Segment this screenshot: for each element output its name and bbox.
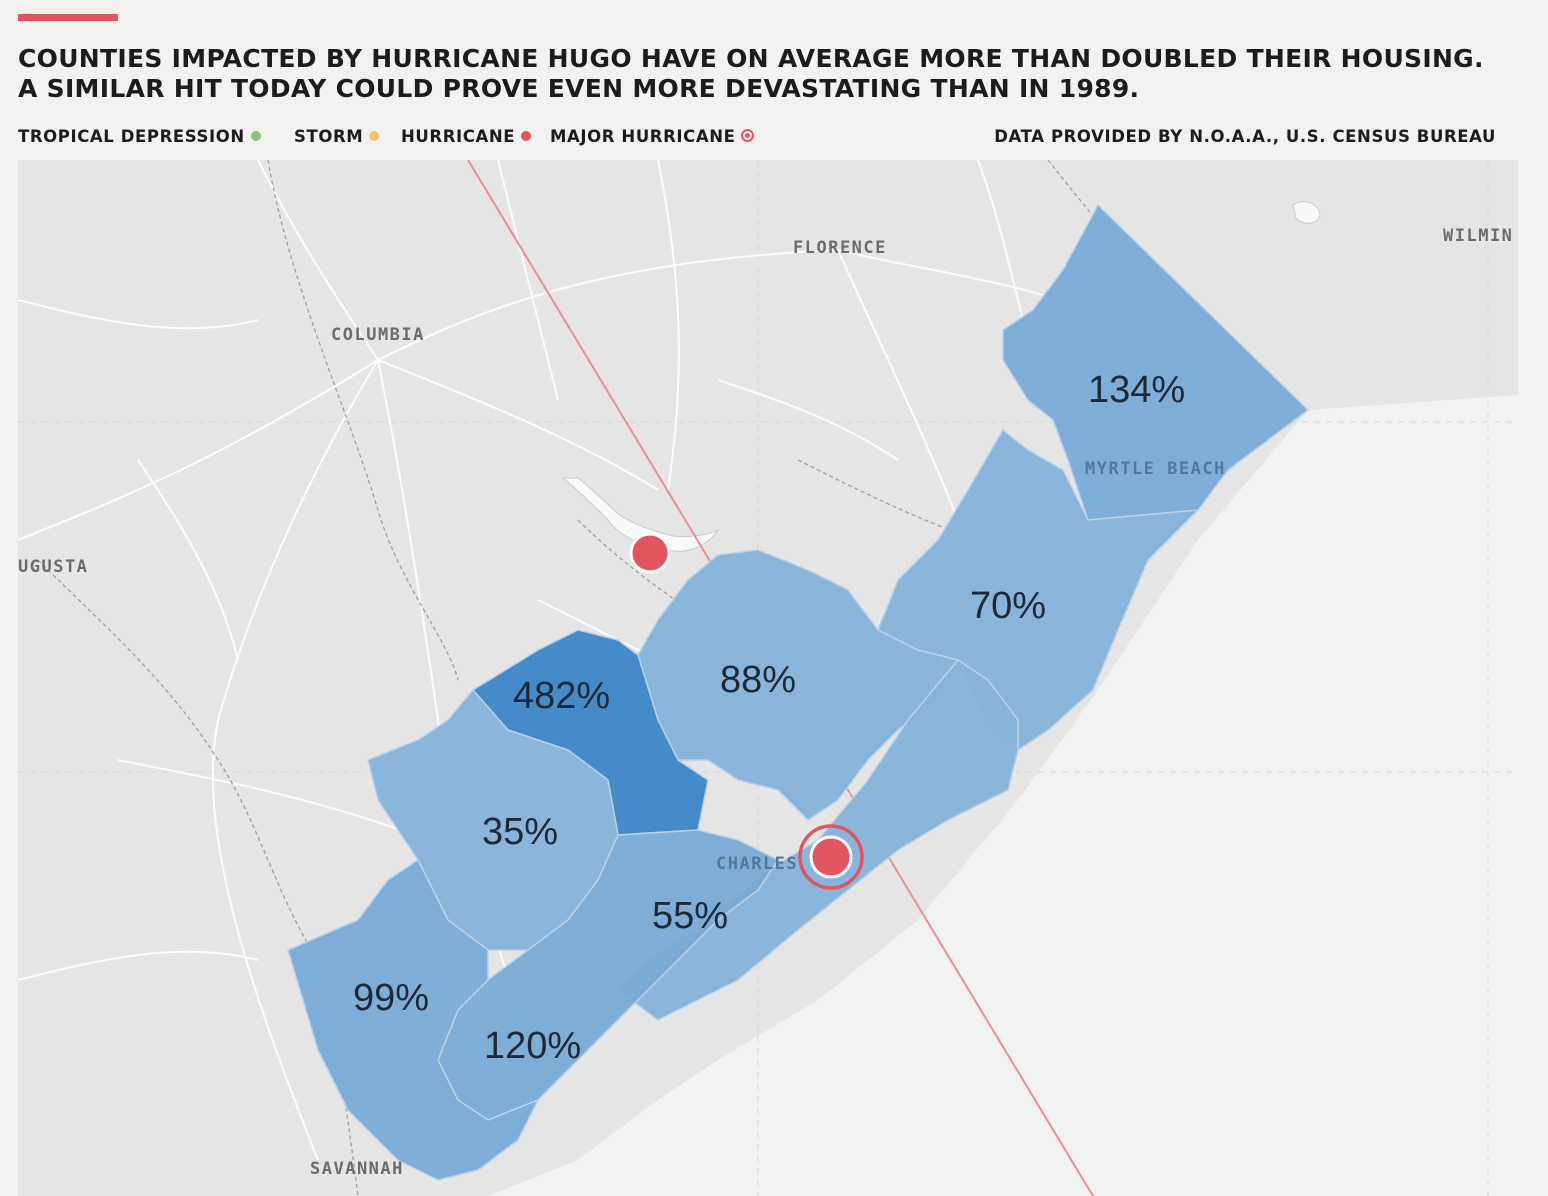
map-canvas[interactable]: FLORENCE WILMIN COLUMBIA MYRTLE BEACH UG… xyxy=(18,160,1518,1196)
legend-item-tropical-depression: TROPICAL DEPRESSION xyxy=(18,127,261,146)
headline-line-2: A SIMILAR HIT TODAY COULD PROVE EVEN MOR… xyxy=(18,74,1140,103)
county-jasper[interactable] xyxy=(287,858,540,1181)
legend-label-hurricane: HURRICANE xyxy=(401,127,516,146)
headline: COUNTIES IMPACTED BY HURRICANE HUGO HAVE… xyxy=(18,44,1528,104)
headline-line-1: COUNTIES IMPACTED BY HURRICANE HUGO HAVE… xyxy=(18,44,1484,73)
city-label-wilmin: WILMIN xyxy=(1443,226,1513,246)
legend-item-storm: STORM xyxy=(294,127,380,146)
storm-point-major-hurricane[interactable] xyxy=(809,835,853,879)
city-label-savannah: SAVANNAH xyxy=(310,1159,404,1179)
city-labels: FLORENCE WILMIN COLUMBIA MYRTLE BEACH UG… xyxy=(18,226,1513,1179)
ocean xyxy=(488,395,1518,1196)
storm-markers xyxy=(629,532,864,890)
county-value-jasper: 99% xyxy=(353,977,429,1019)
storm-point-hurricane[interactable] xyxy=(629,532,671,574)
city-label-charles: CHARLES xyxy=(716,854,798,874)
county-value-beaufort: 120% xyxy=(484,1025,581,1067)
legend-item-hurricane: HURRICANE xyxy=(401,127,532,146)
city-label-ugusta: UGUSTA xyxy=(18,557,88,577)
city-label-myrtle-beach: MYRTLE BEACH xyxy=(1085,459,1226,479)
storm-point-major-hurricane-ring xyxy=(798,824,864,890)
legend-label-tropical-depression: TROPICAL DEPRESSION xyxy=(18,127,245,146)
legend-label-storm: STORM xyxy=(294,127,364,146)
legend-dot-hurricane xyxy=(521,131,532,141)
city-label-columbia: COLUMBIA xyxy=(331,325,425,345)
county-horry[interactable] xyxy=(1002,203,1310,521)
legend-ring-major-hurricane xyxy=(740,129,754,142)
county-georgetown[interactable] xyxy=(877,428,1200,751)
legend: TROPICAL DEPRESSION STORM HURRICANE MAJO… xyxy=(18,127,1496,149)
county-value-dorchester: 482% xyxy=(513,675,610,717)
county-value-charleston: 55% xyxy=(652,895,728,937)
county-value-labels: 134% 70% 88% 482% 35% 55% 99% 120% xyxy=(353,369,1185,1067)
city-label-florence: FLORENCE xyxy=(793,238,887,258)
county-value-horry: 134% xyxy=(1088,369,1185,411)
county-value-georgetown: 70% xyxy=(970,585,1046,627)
legend-label-major-hurricane: MAJOR HURRICANE xyxy=(550,127,736,146)
legend-dot-storm xyxy=(369,131,380,141)
county-value-berkeley: 88% xyxy=(720,659,796,701)
lake xyxy=(1292,201,1321,224)
data-source: DATA PROVIDED BY N.O.A.A., U.S. CENSUS B… xyxy=(994,127,1496,146)
accent-bar xyxy=(18,14,118,21)
legend-item-major-hurricane: MAJOR HURRICANE xyxy=(550,127,754,146)
legend-dot-tropical-depression xyxy=(250,131,261,141)
county-value-colleton: 35% xyxy=(482,811,558,853)
map[interactable]: FLORENCE WILMIN COLUMBIA MYRTLE BEACH UG… xyxy=(18,160,1518,1196)
